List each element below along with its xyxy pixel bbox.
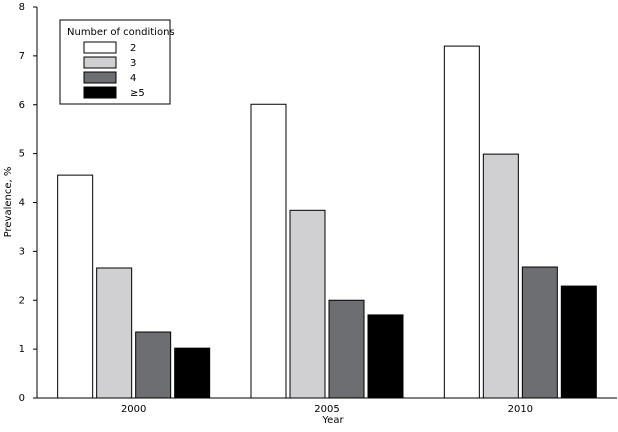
y-tick-label: 1 — [19, 344, 25, 355]
bar — [367, 314, 404, 399]
legend-swatch — [83, 86, 117, 99]
legend-label: 3 — [130, 58, 136, 69]
x-tick-label: 2010 — [508, 404, 533, 415]
bar — [521, 266, 558, 399]
y-tick-label: 8 — [19, 2, 25, 13]
y-tick-label: 5 — [19, 149, 25, 160]
bar — [560, 285, 597, 399]
legend-label: 2 — [130, 43, 136, 54]
legend-title: Number of conditions — [67, 27, 175, 38]
bar — [174, 347, 211, 399]
legend-label: ≥5 — [130, 88, 145, 99]
x-tick-label: 2005 — [314, 404, 339, 415]
legend-swatch — [83, 56, 117, 69]
y-tick-label: 6 — [19, 100, 25, 111]
legend-label: 4 — [130, 73, 136, 84]
bar — [57, 174, 94, 399]
x-axis-label: Year — [321, 415, 344, 426]
x-tick-label: 2000 — [121, 404, 146, 415]
bar — [250, 103, 287, 399]
bar — [96, 267, 133, 399]
bar — [328, 299, 365, 399]
y-tick-label: 7 — [19, 51, 25, 62]
bar — [289, 209, 326, 399]
y-tick-label: 2 — [19, 295, 25, 306]
y-tick-label: 0 — [19, 393, 25, 404]
y-tick-label: 4 — [19, 198, 25, 209]
bar — [482, 153, 519, 399]
legend-swatch — [83, 71, 117, 84]
legend-swatch — [83, 41, 117, 54]
y-tick-label: 3 — [19, 246, 25, 257]
bar — [135, 331, 172, 399]
y-axis-label: Prevalence, % — [3, 167, 14, 238]
bar — [443, 45, 480, 399]
